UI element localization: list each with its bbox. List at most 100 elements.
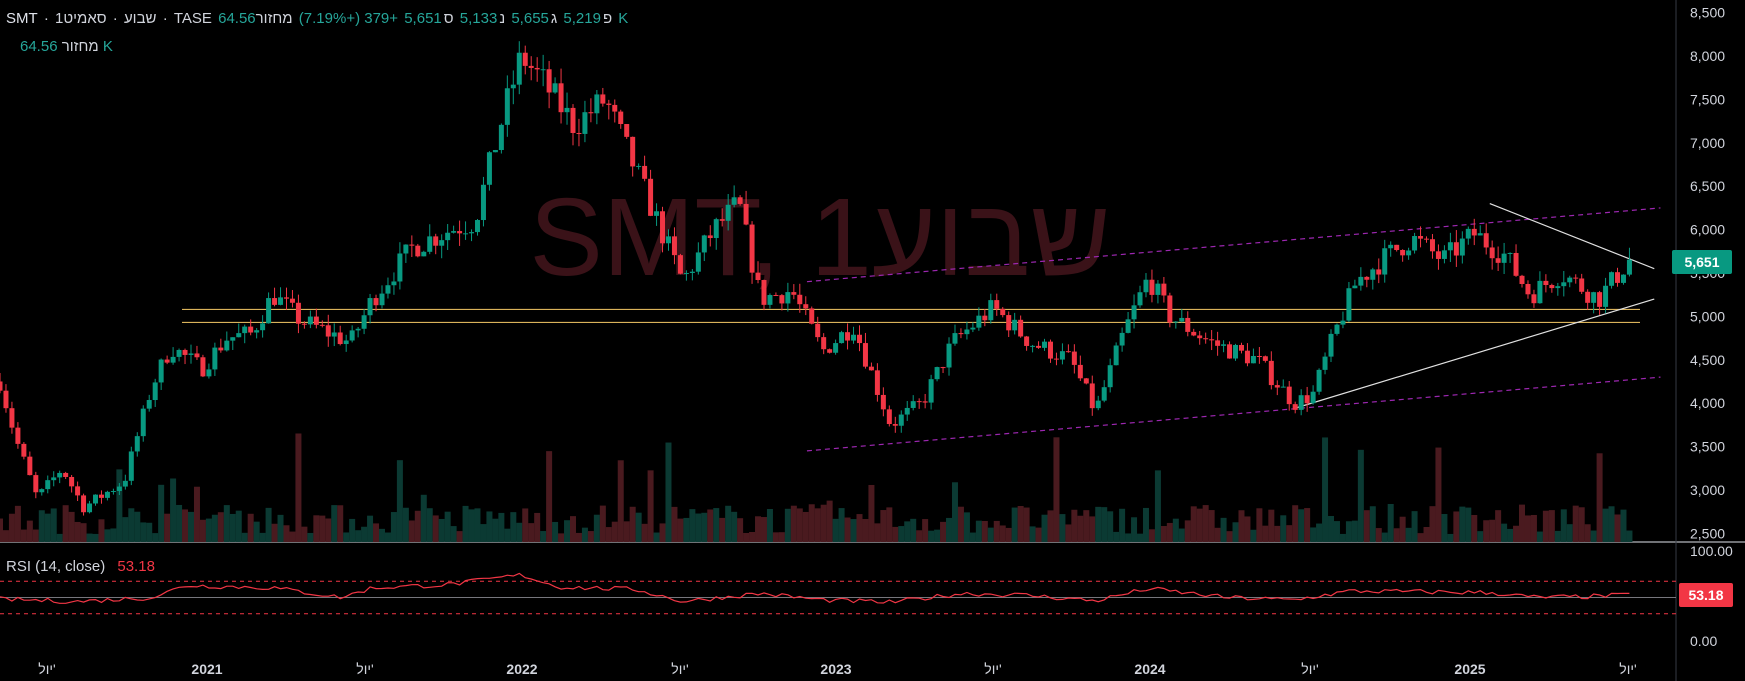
candle-body [1591,292,1597,303]
volume-bar [820,504,827,542]
price-axis-tick: 8,500 [1690,5,1725,21]
candle-body [486,152,492,185]
volume-bar [951,482,958,542]
candle-body [1101,387,1107,401]
candle-body [182,349,188,355]
candle-body [1077,364,1083,379]
time-axis-tick: 2024 [1134,661,1165,677]
volume-bar [665,442,672,542]
volume-bar [62,505,69,542]
volume-bar [1507,528,1514,542]
volume-bar [784,508,791,542]
candle-body [552,83,558,93]
volume-bar [1041,514,1048,542]
volume-bar [110,528,117,542]
volume-bar [1220,517,1227,542]
candle-body [1435,251,1441,259]
candle-body [69,476,75,487]
candle-body [1573,277,1579,279]
volume-bar [772,532,779,542]
rsi-legend[interactable]: RSI (14, close) 53.18 [6,558,155,575]
candle-body [260,323,266,331]
candle-body [140,408,146,437]
volume-bar [999,525,1006,542]
candle-body [1543,280,1549,286]
candle-body [1244,350,1250,364]
candle-body [1059,351,1065,360]
candle-body [457,231,463,234]
candle-body [1113,345,1119,366]
candle-body [313,316,319,325]
candle-body [1316,369,1322,392]
candle-body [122,480,128,487]
volume-legend[interactable]: מחזור 64.56 K [6,38,113,55]
volume-bar [1131,517,1138,542]
volume-bar [1584,524,1591,542]
candle-body [516,52,522,85]
candle-body [1149,279,1155,295]
watermark: SMT, 1שבוע [529,176,1110,299]
volume-bar [1560,509,1567,542]
volume-bar [1477,531,1484,542]
candle-body [307,316,313,325]
candle-body [206,369,212,377]
volume-bar [8,513,15,542]
volume-bar [760,517,767,542]
volume-bar [1148,529,1155,542]
price-axis-tick: 4,000 [1690,395,1725,411]
volume-bar [868,484,875,542]
volume-bar [331,505,338,542]
volume-bar [1524,515,1531,542]
candle-body [701,235,707,253]
volume-bar [80,523,87,542]
candle-body [0,381,3,391]
candle-body [1537,280,1543,304]
volume-bar [1566,524,1573,542]
volume-bar [1375,528,1382,542]
candle-body [588,112,594,114]
legend-symbol[interactable]: SMT [6,10,38,27]
symbol-legend: SMT · 1שבוע · סאמיט · TASE פ5,219 ג5,655… [6,10,629,27]
candle-body [498,124,504,151]
candle-body [128,451,134,481]
candle-body [427,236,433,252]
candle-body [743,203,749,225]
candle-body [504,88,510,125]
volume-bar [659,523,666,542]
candle-body [767,295,773,305]
legend-close: 5,651 [404,10,442,27]
volume-bar [1602,508,1609,542]
volume-bar [1250,529,1257,542]
volume-bar [1447,533,1454,542]
volume-bar [1083,510,1090,542]
candle-body [1603,285,1609,307]
volume-bar [480,524,487,542]
volume-bar [402,507,409,542]
volume-bar [707,509,714,542]
volume-bar [295,433,302,542]
time-axis-tick: 2025 [1454,661,1485,677]
volume-bar [271,523,278,542]
volume-bar [146,522,153,542]
candle-body [200,357,206,377]
price-axis-tick: 5,000 [1690,308,1725,324]
candle-body [9,408,15,428]
volume-bar [749,531,756,542]
volume-bar [641,523,648,542]
candle-body [319,324,325,326]
candle-body [1042,341,1048,348]
candle-body [1304,395,1310,404]
volume-bar [516,522,523,542]
volume-bar [1268,509,1275,542]
volume-bar [1256,508,1263,542]
volume-bar [396,460,403,542]
candle-body [1107,365,1113,388]
volume-bar [1471,515,1478,542]
candle-body [1465,228,1471,239]
candle-body [964,329,970,335]
candle-body [1328,333,1334,357]
volume-bar [38,510,45,542]
candle-body [689,271,695,273]
volume-bar [1381,532,1388,542]
